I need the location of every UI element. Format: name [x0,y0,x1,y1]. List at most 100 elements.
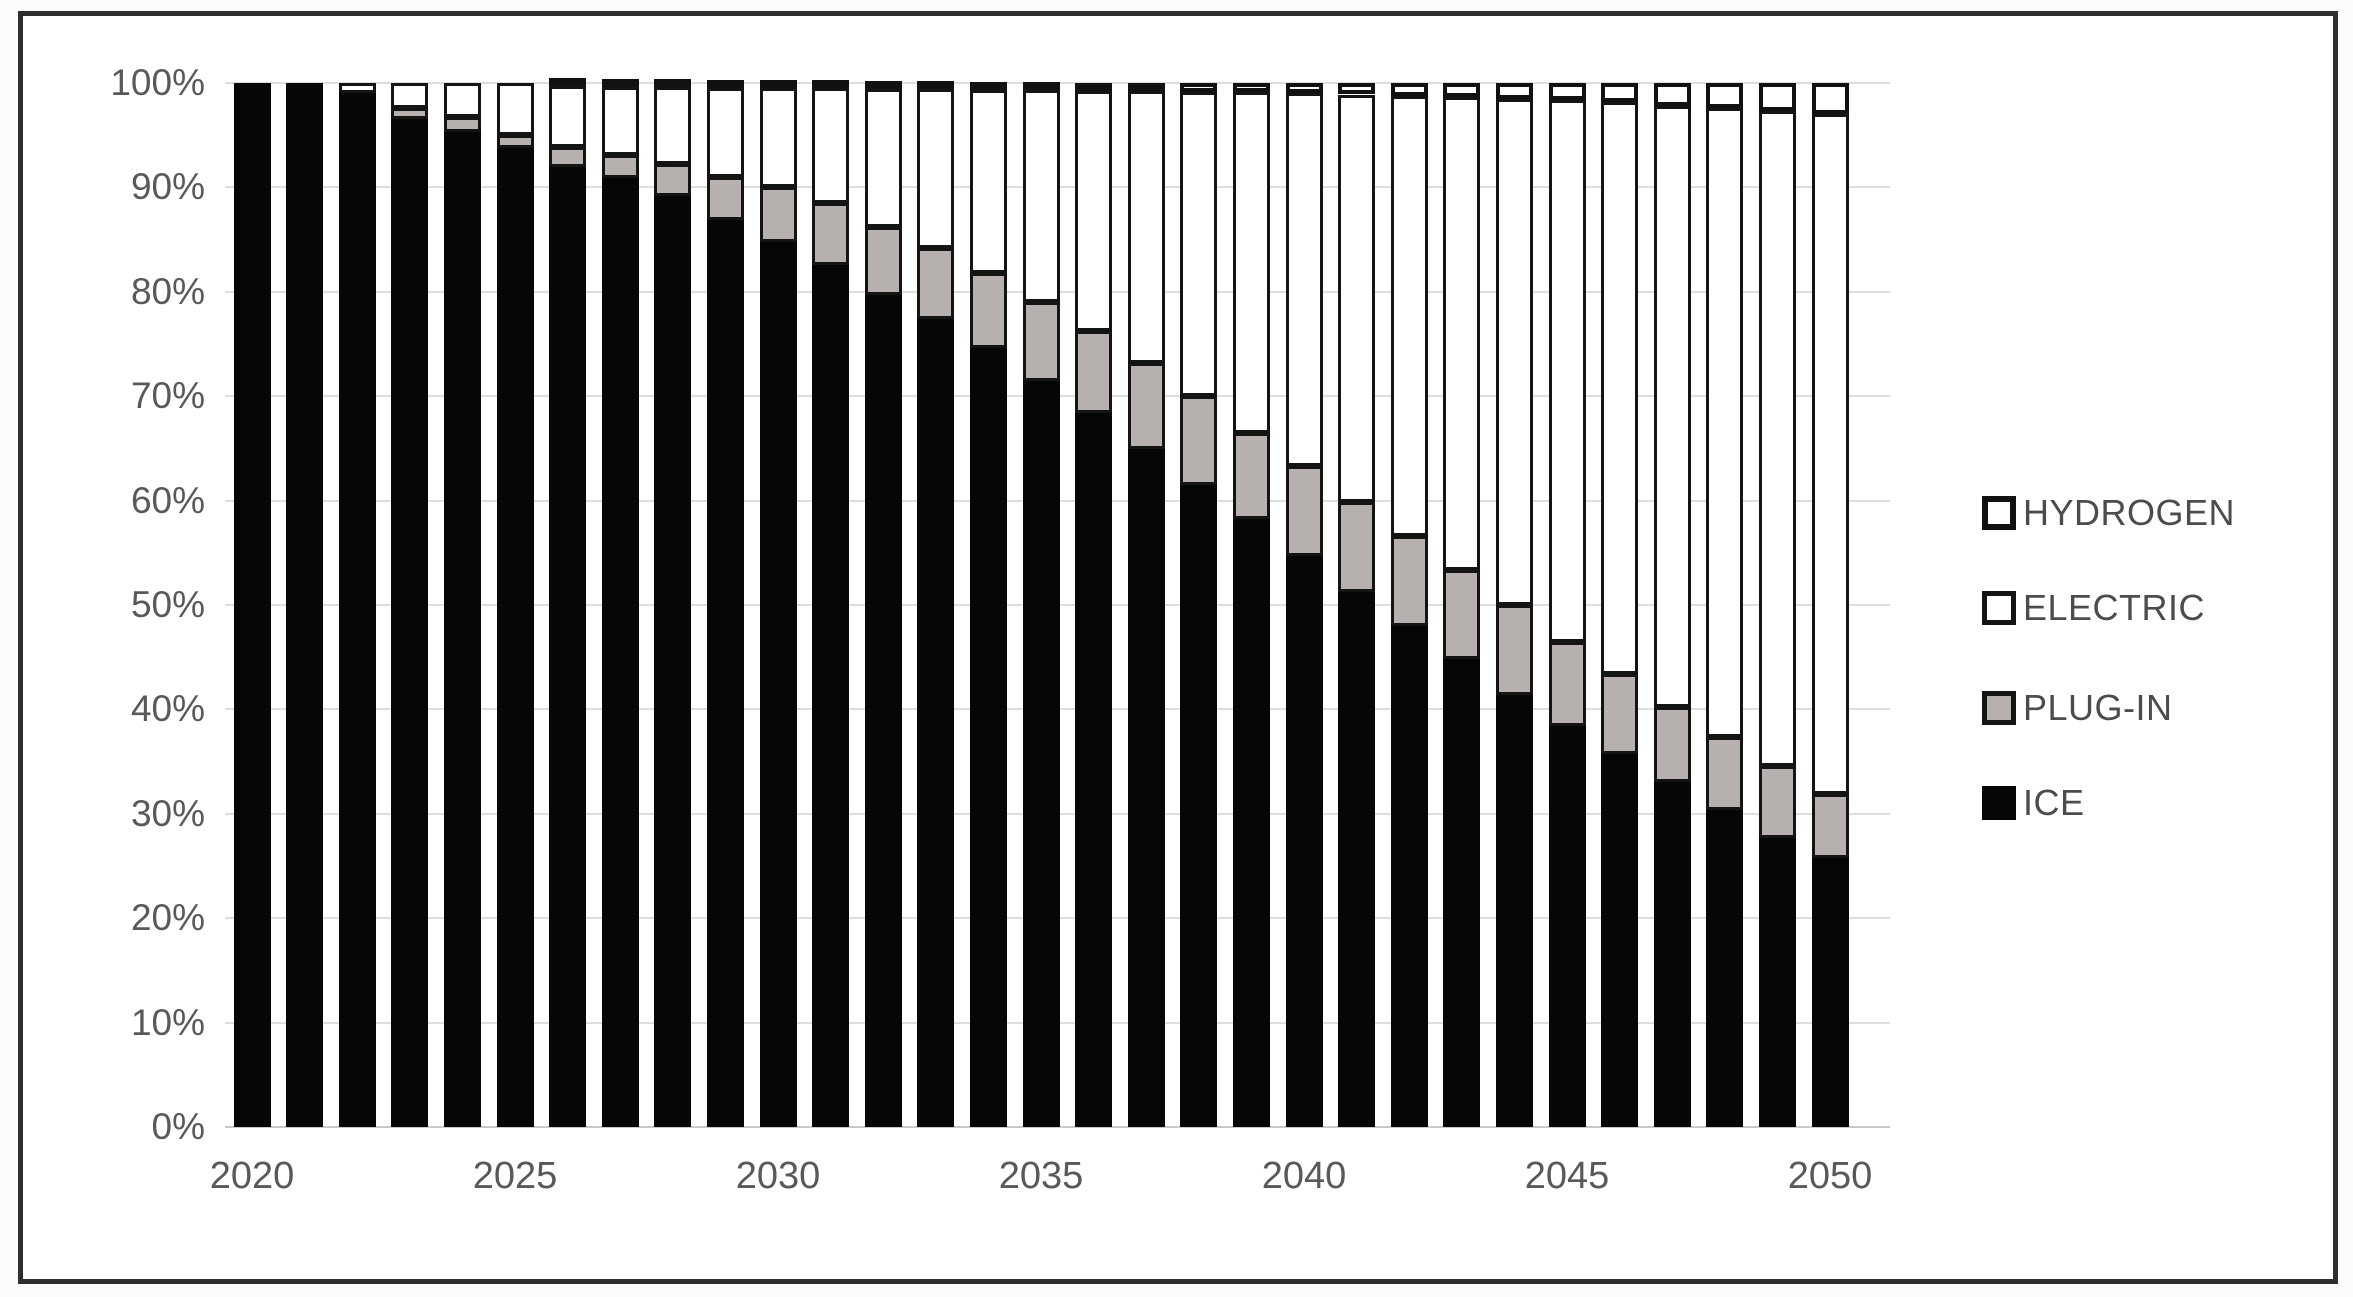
bar-segment-electric-2036 [1075,91,1113,332]
bar-segment-ice-2047 [1653,782,1691,1127]
bar-segment-ice-2025 [496,147,534,1127]
x-axis-tick-2050: 2050 [1787,1155,1873,1197]
legend-label-hydrogen: HYDROGEN [2023,492,2236,533]
legend-label-plugin: PLUG-IN [2023,687,2173,728]
bar-segment-ice-2020 [233,83,271,1127]
bar-segment-electric-2045 [1548,99,1586,642]
bar-segment-electric-2044 [1495,98,1533,605]
bar-segment-hydrogen-2029 [706,80,744,89]
bar-segment-ice-2039 [1232,519,1270,1127]
bar-segment-plugin-2048 [1706,736,1744,810]
bar-segment-ice-2028 [654,195,692,1127]
bar-segment-electric-2039 [1232,92,1270,433]
bar-2031 [812,80,850,1127]
bar-segment-ice-2029 [706,219,744,1127]
bar-2035 [1022,82,1060,1127]
bar-segment-hydrogen-2048 [1706,83,1744,109]
bar-segment-hydrogen-2047 [1653,83,1691,106]
y-axis-tick-20: 20% [130,897,205,939]
bar-2027 [601,79,639,1127]
y-axis-tick-100: 100% [110,62,205,103]
bar-segment-ice-2041 [1338,592,1376,1127]
bar-2028 [654,79,692,1127]
bar-segment-plugin-2041 [1338,501,1376,593]
bar-segment-plugin-2025 [496,135,534,148]
bar-segment-hydrogen-2045 [1548,83,1586,100]
bar-2045 [1548,83,1586,1127]
bar-segment-ice-2022 [338,93,376,1127]
bar-segment-ice-2034 [969,348,1007,1127]
bar-segment-ice-2040 [1285,555,1323,1127]
plot-area: 0% 10% 20% 30% 40% 50% 60% 70% 80% 90% 100% 2020 202… [110,63,1890,1197]
bar-segment-electric-2033 [917,89,955,248]
bar-segment-hydrogen-2041 [1338,83,1376,95]
bar-2021 [286,83,324,1127]
legend-item-electric: ELECTRIC [1982,584,2205,632]
bar-segment-ice-2044 [1495,694,1533,1127]
bar-segment-plugin-2043 [1443,569,1481,660]
bar-segment-hydrogen-2046 [1601,83,1639,102]
bar-segment-hydrogen-2049 [1758,83,1796,112]
bar-segment-ice-2023 [391,118,429,1127]
x-axis-tick-2045: 2045 [1524,1155,1610,1197]
bar-segment-electric-2049 [1758,111,1796,766]
bar-segment-plugin-2034 [969,273,1007,349]
y-axis-tick-50: 50% [130,584,205,625]
bar-2037 [1127,83,1165,1127]
legend-marker-ice-icon [1982,786,2016,820]
y-axis-tick-30: 30% [130,792,205,834]
gridline-0 [225,1126,1890,1128]
bar-segment-electric-2034 [969,90,1007,274]
bar-2044 [1495,83,1533,1127]
bar-segment-electric-2032 [864,89,902,228]
bar-segment-plugin-2024 [443,117,481,133]
bar-2036 [1075,83,1113,1127]
bar-segment-plugin-2049 [1758,765,1796,838]
bar-segment-electric-2038 [1180,92,1218,397]
bar-segment-ice-2030 [759,241,797,1127]
bar-2022 [338,83,376,1127]
bar-segment-electric-2025 [496,83,534,136]
bar-segment-ice-2038 [1180,484,1218,1127]
y-axis-tick-0: 0% [151,1106,205,1147]
legend-marker-plugin-icon [1982,691,2016,725]
bar-segment-electric-2047 [1653,105,1691,708]
bar-segment-plugin-2046 [1601,673,1639,755]
x-axis-tick-2040: 2040 [1261,1155,1347,1197]
bar-segment-hydrogen-2036 [1075,83,1113,92]
bar-segment-hydrogen-2026 [549,78,587,87]
bar-segment-ice-2031 [812,264,850,1127]
legend-marker-hydrogen-icon [1982,496,2016,530]
bar-2043 [1443,83,1481,1127]
bar-segment-plugin-2037 [1127,362,1165,450]
bar-segment-ice-2024 [443,132,481,1127]
bar-segment-plugin-2026 [549,146,587,167]
bar-segment-plugin-2027 [601,155,639,179]
bar-segment-electric-2026 [549,86,587,147]
bar-segment-ice-2037 [1127,449,1165,1127]
legend-item-hydrogen: HYDROGEN [1982,489,2235,537]
bar-segment-plugin-2045 [1548,641,1586,727]
bar-segment-electric-2048 [1706,108,1744,737]
bar-2042 [1390,83,1428,1127]
legend-item-plugin: PLUG-IN [1982,684,2173,732]
bar-segment-plugin-2047 [1653,707,1691,783]
bar-segment-plugin-2035 [1022,302,1060,381]
bar-segment-ice-2033 [917,318,955,1127]
x-axis-tick-2020: 2020 [209,1155,295,1197]
x-axis-tick-2025: 2025 [472,1155,558,1197]
bar-segment-ice-2042 [1390,625,1428,1127]
bar-segment-electric-2024 [443,83,481,118]
bar-segment-electric-2027 [601,87,639,156]
legend-marker-electric-icon [1982,591,2016,625]
bar-2050 [1811,83,1849,1127]
bar-segment-electric-2037 [1127,91,1165,363]
y-axis-tick-90: 90% [130,166,205,208]
bar-segment-hydrogen-2035 [1022,82,1060,91]
x-axis-tick-2035: 2035 [998,1155,1084,1197]
bar-segment-plugin-2038 [1180,396,1218,485]
bar-2020 [233,83,271,1127]
y-axis-tick-60: 60% [130,479,205,521]
bar-segment-plugin-2029 [706,176,744,220]
bar-segment-ice-2027 [601,178,639,1127]
